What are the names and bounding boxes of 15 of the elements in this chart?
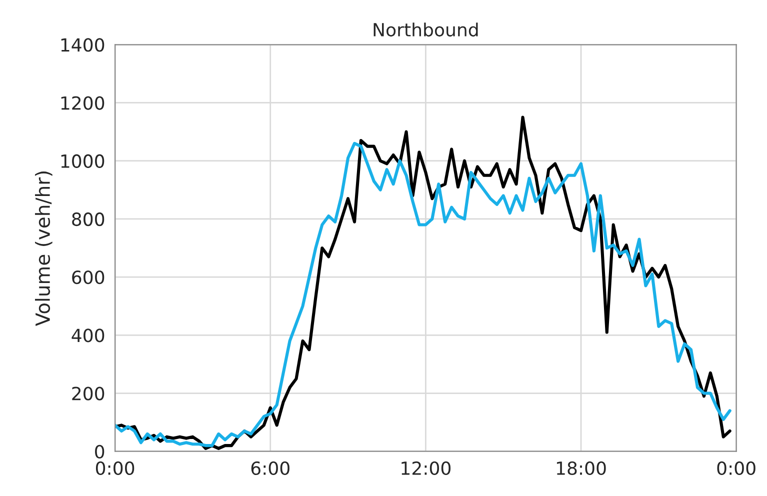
x-tick-label: 0:00 — [717, 461, 756, 476]
y-tick-label: 0 — [95, 444, 104, 458]
y-tick-label: 400 — [72, 328, 104, 342]
y-tick-label: 1400 — [61, 38, 104, 52]
x-tick-label: 0:00 — [96, 461, 134, 476]
y-tick-label: 1200 — [61, 96, 104, 110]
x-tick-label: 6:00 — [251, 461, 290, 476]
x-tick-label: 18:00 — [556, 461, 606, 476]
x-tick-label: 12:00 — [402, 461, 451, 476]
y-tick-label: 1000 — [61, 154, 104, 168]
y-axis-title: Volume (veh/hr) — [35, 172, 52, 326]
y-tick-label: 800 — [72, 212, 104, 226]
y-tick-label: 600 — [72, 270, 104, 284]
chart-title: Northbound — [374, 22, 478, 37]
y-tick-label: 200 — [72, 386, 104, 400]
